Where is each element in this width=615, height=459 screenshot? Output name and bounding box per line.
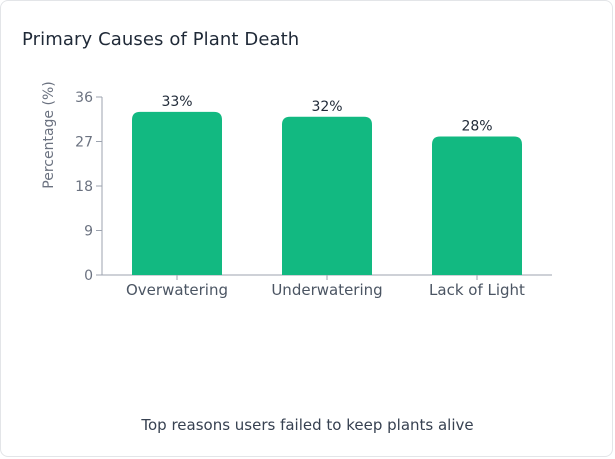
- chart-title: Primary Causes of Plant Death: [22, 29, 300, 50]
- bars: 33% 32% 28%: [132, 94, 522, 276]
- x-tick-label: Underwatering: [271, 281, 382, 299]
- y-axis-label-group: Percentage (%): [41, 81, 57, 188]
- x-axis: Overwatering Underwatering Lack of Light: [102, 274, 552, 299]
- y-tick-label: 9: [84, 224, 93, 240]
- x-tick-label: Lack of Light: [429, 281, 525, 299]
- bar: [282, 116, 372, 276]
- bar-value-label: 32%: [311, 99, 342, 115]
- bar: [132, 111, 222, 275]
- y-tick-label: 27: [75, 135, 93, 151]
- y-axis: 0 9 18 27 36: [75, 90, 103, 284]
- bar: [432, 136, 522, 275]
- y-tick-label: 18: [75, 179, 93, 195]
- chart-caption: Top reasons users failed to keep plants …: [141, 416, 474, 434]
- x-tick-label: Overwatering: [126, 281, 228, 299]
- bar-value-label: 28%: [461, 119, 492, 135]
- y-axis-label: Percentage (%): [41, 81, 57, 188]
- y-tick-label: 36: [75, 90, 93, 106]
- y-tick-label: 0: [84, 268, 93, 284]
- bar-value-label: 33%: [161, 94, 192, 110]
